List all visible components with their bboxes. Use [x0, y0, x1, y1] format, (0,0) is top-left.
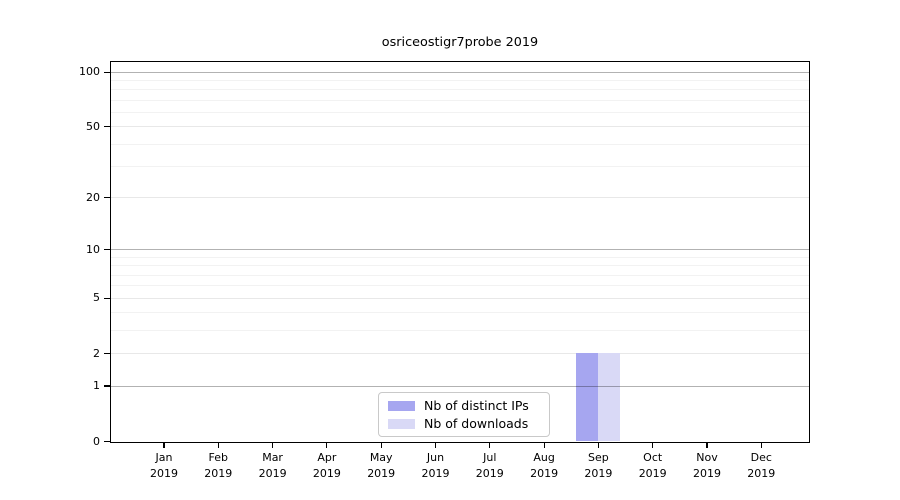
x-tick-month: Apr: [317, 451, 337, 464]
legend-item-distinct-ips: Nb of distinct IPs: [388, 398, 549, 413]
x-tick-year: 2019: [312, 467, 341, 480]
x-tick-label: Dec 2019: [729, 450, 793, 482]
gridline-minor: [111, 285, 809, 287]
legend-item-downloads: Nb of downloads: [388, 416, 549, 431]
gridline-minor: [111, 80, 809, 82]
gridline-major: [111, 353, 809, 355]
x-tick-mark: [434, 443, 437, 448]
bar-downloads: [597, 353, 620, 441]
x-tick-mark: [217, 443, 219, 448]
gridline-minor: [111, 99, 809, 101]
x-tick-mark: [543, 443, 545, 448]
x-tick-month: Nov: [696, 451, 718, 464]
x-tick-mark: [760, 443, 762, 448]
x-tick-month: May: [369, 451, 393, 464]
x-tick-year: 2019: [584, 467, 613, 480]
y-tick-mark: [104, 352, 110, 355]
x-tick-month: Aug: [533, 451, 555, 464]
x-tick-year: 2019: [204, 467, 233, 480]
legend-swatch-downloads: [388, 418, 415, 429]
x-tick-year: 2019: [421, 467, 450, 480]
gridline-minor: [111, 312, 809, 314]
y-tick-label: 5: [93, 291, 100, 305]
gridline-minor: [111, 330, 809, 332]
y-tick-label: 2: [93, 346, 100, 360]
gridline-decade: [111, 71, 809, 73]
x-tick-year: 2019: [747, 467, 776, 480]
x-tick-label: Jul 2019: [458, 450, 522, 482]
gridline-major: [111, 197, 809, 199]
x-tick-mark: [652, 443, 654, 448]
x-tick-month: Jan: [155, 451, 173, 464]
x-tick-label: Feb 2019: [186, 450, 250, 482]
y-tick-label: 0: [93, 434, 100, 448]
legend-swatch-distinct-ips: [388, 400, 415, 411]
x-tick-label: Jan 2019: [132, 450, 196, 482]
x-tick-label: Sep 2019: [566, 450, 630, 482]
x-tick-month: Jul: [483, 451, 497, 464]
gridline-minor: [111, 274, 809, 276]
gridline-decade: [111, 249, 809, 251]
x-tick-label: Aug 2019: [512, 450, 576, 482]
x-tick-year: 2019: [367, 467, 396, 480]
x-tick-label: Apr 2019: [295, 450, 359, 482]
legend: Nb of distinct IPs Nb of downloads: [378, 392, 550, 437]
plot-area: [110, 61, 810, 443]
y-tick-mark: [104, 297, 110, 299]
y-tick-mark: [104, 126, 110, 128]
y-tick-mark: [104, 197, 110, 199]
bar-distinct-ips: [575, 353, 598, 441]
x-tick-mark: [326, 443, 328, 448]
x-tick-label: Mar 2019: [241, 450, 305, 482]
x-tick-year: 2019: [150, 467, 178, 480]
gridline-minor: [111, 256, 809, 258]
x-tick-mark: [706, 443, 708, 448]
gridline-minor: [111, 166, 809, 168]
chart-title: osriceostigr7probe 2019: [381, 35, 539, 50]
x-tick-month: Feb: [208, 451, 229, 464]
x-tick-label: Jun 2019: [404, 450, 468, 482]
gridline-minor: [111, 143, 809, 145]
x-tick-year: 2019: [693, 467, 721, 480]
x-tick-month: Dec: [750, 451, 772, 464]
x-tick-label: Oct 2019: [621, 450, 685, 482]
x-tick-year: 2019: [475, 467, 504, 480]
x-tick-mark: [163, 443, 165, 448]
x-tick-month: Jun: [426, 451, 445, 464]
gridline-minor: [111, 265, 809, 267]
x-tick-year: 2019: [258, 467, 287, 480]
y-tick-mark: [104, 71, 110, 73]
x-tick-mark: [272, 443, 274, 448]
gridline-major: [111, 297, 809, 299]
gridline-major: [111, 126, 809, 128]
x-tick-year: 2019: [530, 467, 559, 480]
y-tick-label: 10: [86, 242, 100, 256]
legend-label-downloads: Nb of downloads: [424, 416, 529, 431]
legend-label-distinct-ips: Nb of distinct IPs: [424, 398, 529, 413]
y-tick-label: 50: [86, 119, 100, 133]
gridline-minor: [111, 112, 809, 114]
x-tick-mark: [380, 443, 382, 448]
x-tick-month: Mar: [262, 451, 283, 464]
x-tick-label: May 2019: [349, 450, 413, 482]
y-tick-mark: [104, 249, 110, 251]
y-tick-label: 1: [93, 379, 100, 393]
y-tick-label: 100: [79, 65, 100, 79]
x-tick-year: 2019: [638, 467, 667, 480]
x-tick-month: Sep: [588, 451, 609, 464]
y-tick-label: 20: [86, 190, 100, 204]
x-tick-mark: [597, 443, 599, 448]
x-tick-mark: [489, 443, 491, 448]
gridline-minor: [111, 89, 809, 91]
gridline-decade: [111, 385, 809, 387]
x-tick-label: Nov 2019: [675, 450, 739, 482]
x-tick-month: Oct: [643, 451, 663, 464]
y-tick-mark: [104, 385, 110, 387]
y-tick-mark: [104, 440, 110, 443]
